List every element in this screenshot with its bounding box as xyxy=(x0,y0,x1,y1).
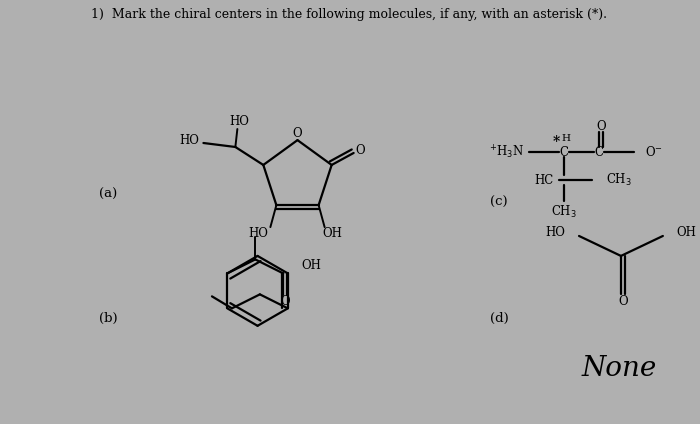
Text: HC: HC xyxy=(535,173,554,187)
Text: (c): (c) xyxy=(490,195,508,209)
Text: *: * xyxy=(552,135,560,149)
Text: $^{+}$H$_3$N: $^{+}$H$_3$N xyxy=(489,143,524,161)
Text: 1)  Mark the chiral centers in the following molecules, if any, with an asterisk: 1) Mark the chiral centers in the follow… xyxy=(92,8,608,21)
Text: OH: OH xyxy=(677,226,696,240)
Text: O: O xyxy=(293,127,302,139)
Text: HO: HO xyxy=(179,134,200,148)
Text: OH: OH xyxy=(301,259,321,272)
Text: (b): (b) xyxy=(99,312,117,325)
Text: O: O xyxy=(596,120,606,133)
Text: HO: HO xyxy=(545,226,565,240)
Text: O: O xyxy=(356,145,365,157)
Text: HO: HO xyxy=(230,114,249,128)
Text: CH$_3$: CH$_3$ xyxy=(551,204,577,220)
Text: O: O xyxy=(618,296,628,308)
Text: OH: OH xyxy=(323,226,342,240)
Text: None: None xyxy=(581,355,657,382)
Text: (d): (d) xyxy=(490,312,508,325)
Text: H: H xyxy=(561,134,570,142)
Text: (a): (a) xyxy=(99,187,117,201)
Text: O: O xyxy=(281,295,290,308)
Text: CH$_3$: CH$_3$ xyxy=(606,172,632,188)
Text: C: C xyxy=(594,145,603,159)
Text: C: C xyxy=(559,145,568,159)
Text: HO: HO xyxy=(248,226,268,240)
Text: O$^{-}$: O$^{-}$ xyxy=(645,145,663,159)
